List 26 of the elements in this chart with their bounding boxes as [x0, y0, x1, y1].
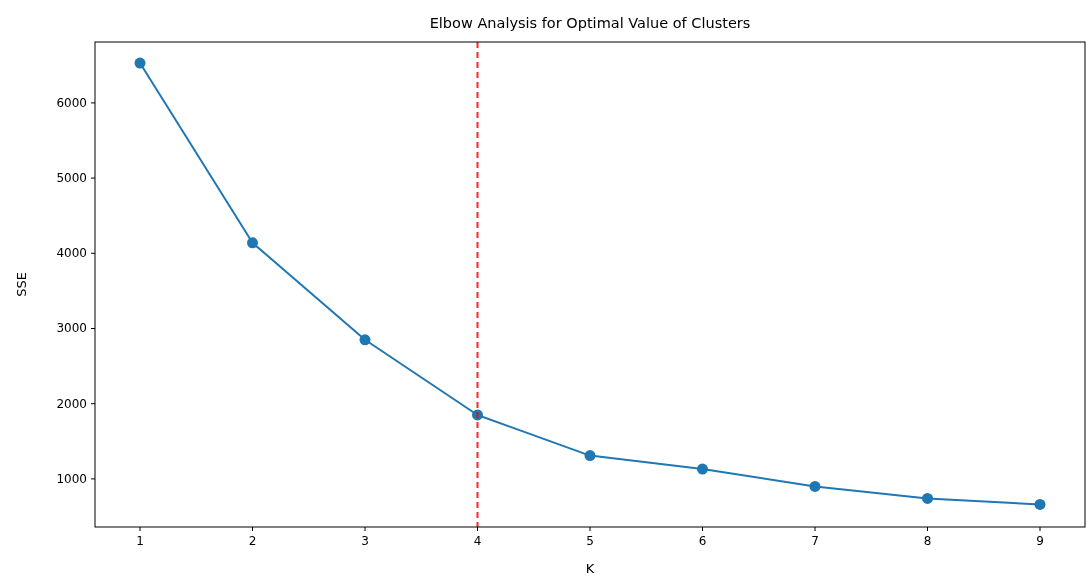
point	[922, 492, 933, 504]
point	[359, 334, 371, 346]
x-tick-label: 7	[811, 534, 819, 548]
y-tick-label: 6000	[56, 95, 87, 110]
x-tick-label: 9	[1036, 534, 1044, 548]
y-tick-label: 5000	[56, 171, 87, 186]
x-tick-label: 8	[923, 534, 932, 548]
y-tick-label: 2000	[56, 396, 87, 411]
point	[134, 57, 146, 69]
point	[1034, 498, 1046, 510]
x-tick-label: 1	[136, 534, 144, 548]
chart-title: Elbow Analysis for Optimal Value of Clusters	[429, 15, 751, 31]
x-axis-title: K	[585, 561, 595, 576]
point	[697, 463, 708, 475]
x-tick-label: 4	[473, 534, 482, 548]
x-tick-label: 2	[248, 534, 257, 548]
point	[584, 450, 596, 462]
point	[809, 480, 821, 492]
point	[247, 237, 258, 249]
x-tick-label: 6	[698, 534, 707, 548]
x-tick-label: 5	[586, 534, 594, 548]
y-tick-label: 4000	[56, 246, 87, 261]
y-tick-label: 1000	[56, 471, 87, 486]
y-axis-title: SSE	[14, 272, 29, 297]
x-tick-label: 3	[361, 534, 369, 548]
y-tick-label: 3000	[56, 321, 87, 336]
